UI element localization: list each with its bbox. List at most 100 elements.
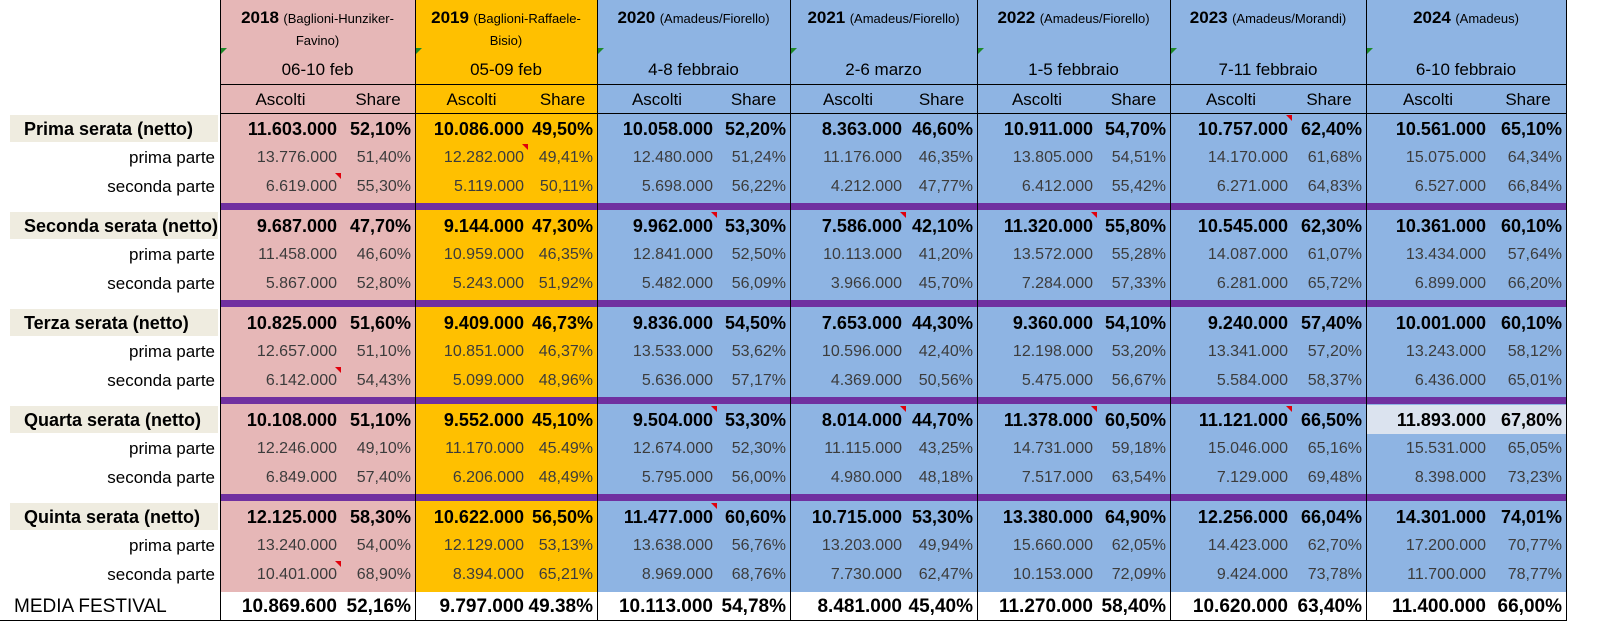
cell-ascolti: 11.603.000 [247,118,337,139]
cell-share: 53,30% [724,409,786,430]
cell-share: 65,01% [1507,371,1562,389]
cell-share: 46,35% [918,148,973,166]
header-dates-2021: 2-6 marzo [845,59,922,79]
cell-ascolti: 10.108.000 [246,409,337,430]
cell-ascolti: 12.480.000 [632,148,713,166]
cell-share: 44,70% [911,409,973,430]
header-year-2022: 2022 (Amadeus/Fiorello) [977,4,1170,54]
cell-ascolti: 13.638.000 [632,536,713,554]
cell-ascolti: 6.527.000 [1414,177,1486,195]
comment-marker [900,212,906,218]
cell-share: 47,30% [531,215,593,236]
cell-share: 54,43% [356,371,411,389]
row-label-prima-parte: prima parte [129,245,215,264]
cell-share: 54,70% [1104,118,1166,139]
cell-ascolti: 9.240.000 [1207,312,1288,333]
cell-ascolti: 11.477.000 [623,506,713,527]
cell-ascolti: 6.206.000 [452,468,524,486]
cell-share: 62,47% [918,565,973,583]
cell-share: 46,73% [531,312,593,333]
cell-share: 65,72% [1307,274,1362,292]
cell-ascolti: 7.586.000 [821,215,902,236]
cell-ascolti: 14.301.000 [1395,506,1486,527]
cell-share: 64,34% [1507,148,1562,166]
hosts-label: (Amadeus) [1455,11,1519,26]
cell-share: 54,00% [356,536,411,554]
header-dates-2020: 4-8 febbraio [648,59,739,79]
comment-marker [335,367,341,373]
cell-ascolti: 13.434.000 [1405,245,1486,263]
cell-ascolti: 12.129.000 [443,536,524,554]
cell-share: 69,48% [1307,468,1362,486]
cell-share: 55,30% [356,177,411,195]
header-ascolti: Ascolti [446,89,497,109]
cell-ascolti: 13.203.000 [821,536,902,554]
cell-share: 66,04% [1300,506,1362,527]
cell-ascolti: 11.700.000 [1407,565,1486,583]
cell-share: 66,50% [1300,409,1362,430]
cell-ascolti: 11.115.000 [824,439,902,457]
media-share: 63,40% [1292,592,1366,620]
cell-share: 51,10% [349,409,411,430]
comment-marker [1171,48,1177,54]
cell-ascolti: 11.176.000 [823,148,902,166]
comment-marker [1367,48,1373,54]
cell-share: 73,23% [1507,468,1562,486]
year-label: 2022 [997,8,1036,27]
cell-ascolti: 11.170.000 [445,439,524,457]
cell-ascolti: 12.657.000 [256,342,337,360]
header-year-2019: 2019 (Baglioni-Raffaele-Bisio) [415,4,597,54]
year-label: 2024 [1413,8,1451,27]
cell-ascolti: 10.959.000 [443,245,524,263]
row-label-serata: Terza serata (netto) [10,309,218,336]
grid-line [220,0,221,620]
cell-share: 57,40% [1300,312,1362,333]
cell-share: 56,00% [731,468,786,486]
cell-share: 65,05% [1507,439,1562,457]
hosts-label: (Amadeus/Morandi) [1232,11,1347,26]
cell-ascolti: 6.142.000 [265,371,337,389]
header-dates-2022: 1-5 febbraio [1028,59,1119,79]
cell-ascolti: 14.731.000 [1012,439,1093,457]
cell-share: 45,70% [918,274,973,292]
cell-share: 56,67% [1111,371,1166,389]
comment-marker [900,406,906,412]
cell-ascolti: 10.401.000 [256,565,337,583]
section-separator [220,300,1566,307]
cell-share: 51,40% [356,148,411,166]
year-label: 2021 [807,8,846,27]
cell-ascolti: 5.867.000 [265,274,337,292]
cell-share: 60,60% [724,506,786,527]
cell-share: 60,10% [1500,215,1562,236]
cell-ascolti: 9.552.000 [443,409,524,430]
cell-ascolti: 9.360.000 [1012,312,1093,333]
cell-share: 48,96% [538,371,593,389]
header-share: Share [355,89,401,109]
cell-share: 57,20% [1307,342,1362,360]
grid-line [977,0,978,620]
comment-marker [711,406,717,412]
cell-ascolti: 10.757.000 [1197,118,1288,139]
cell-share: 57,17% [731,371,786,389]
cell-ascolti: 11.458.000 [258,245,337,263]
cell-ascolti: 13.533.000 [632,342,713,360]
media-ascolti: 10.869.600 [220,592,341,620]
comment-marker [416,48,422,54]
row-label-serata: Quarta serata (netto) [10,406,218,433]
comment-marker [791,48,797,54]
comment-marker [221,48,227,54]
column-fill-2018 [220,0,415,592]
cell-ascolti: 15.046.000 [1207,439,1288,457]
cell-share: 64,83% [1307,177,1362,195]
grid-line [1170,0,1171,620]
grid-line [1366,0,1367,620]
cell-share: 43,25% [918,439,973,457]
cell-ascolti: 7.653.000 [821,312,902,333]
hosts-label: (Baglioni-Hunziker-Favino) [283,11,394,48]
header-share: Share [1306,89,1352,109]
cell-ascolti: 3.966.000 [830,274,902,292]
cell-ascolti: 13.341.000 [1207,342,1288,360]
header-ascolti: Ascolti [1011,89,1063,109]
cell-ascolti: 8.363.000 [821,118,902,139]
cell-ascolti: 6.271.000 [1216,177,1288,195]
